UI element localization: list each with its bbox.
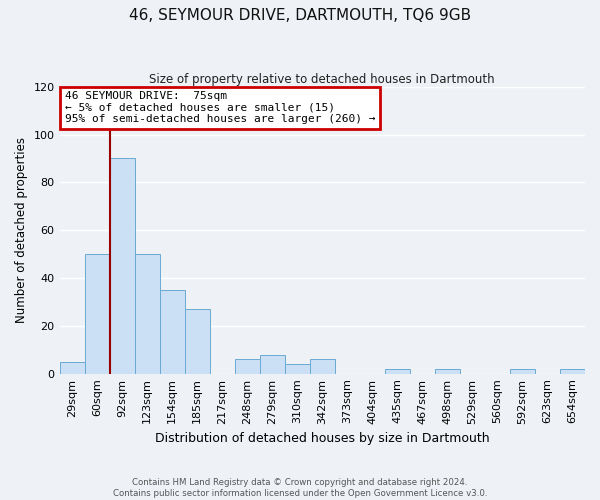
Bar [160, 290, 185, 374]
Text: Contains HM Land Registry data © Crown copyright and database right 2024.
Contai: Contains HM Land Registry data © Crown c… [113, 478, 487, 498]
Bar [385, 369, 410, 374]
Bar [185, 309, 209, 374]
X-axis label: Distribution of detached houses by size in Dartmouth: Distribution of detached houses by size … [155, 432, 490, 445]
Bar [134, 254, 160, 374]
Bar [110, 158, 134, 374]
Bar [510, 369, 535, 374]
Title: Size of property relative to detached houses in Dartmouth: Size of property relative to detached ho… [149, 72, 495, 86]
Bar [435, 369, 460, 374]
Text: 46 SEYMOUR DRIVE:  75sqm
← 5% of detached houses are smaller (15)
95% of semi-de: 46 SEYMOUR DRIVE: 75sqm ← 5% of detached… [65, 91, 375, 124]
Bar [59, 362, 85, 374]
Y-axis label: Number of detached properties: Number of detached properties [15, 137, 28, 323]
Bar [310, 360, 335, 374]
Bar [285, 364, 310, 374]
Bar [260, 354, 285, 374]
Bar [85, 254, 110, 374]
Text: 46, SEYMOUR DRIVE, DARTMOUTH, TQ6 9GB: 46, SEYMOUR DRIVE, DARTMOUTH, TQ6 9GB [129, 8, 471, 22]
Bar [560, 369, 585, 374]
Bar [235, 360, 260, 374]
